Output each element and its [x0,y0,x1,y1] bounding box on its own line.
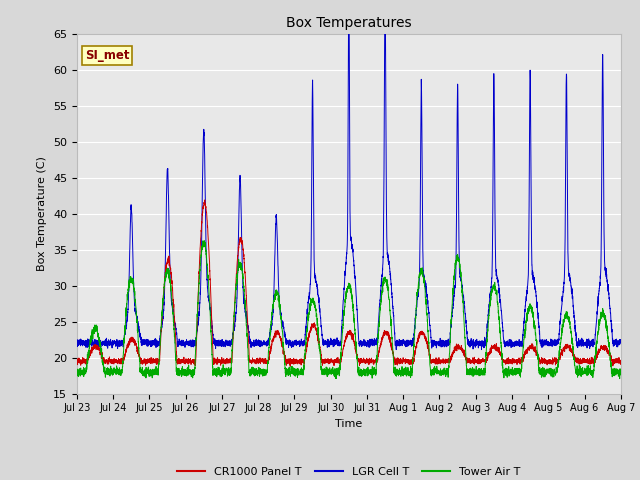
Text: SI_met: SI_met [85,49,129,62]
Y-axis label: Box Temperature (C): Box Temperature (C) [37,156,47,271]
Legend: CR1000 Panel T, LGR Cell T, Tower Air T: CR1000 Panel T, LGR Cell T, Tower Air T [173,463,525,480]
Title: Box Temperatures: Box Temperatures [286,16,412,30]
X-axis label: Time: Time [335,419,362,429]
